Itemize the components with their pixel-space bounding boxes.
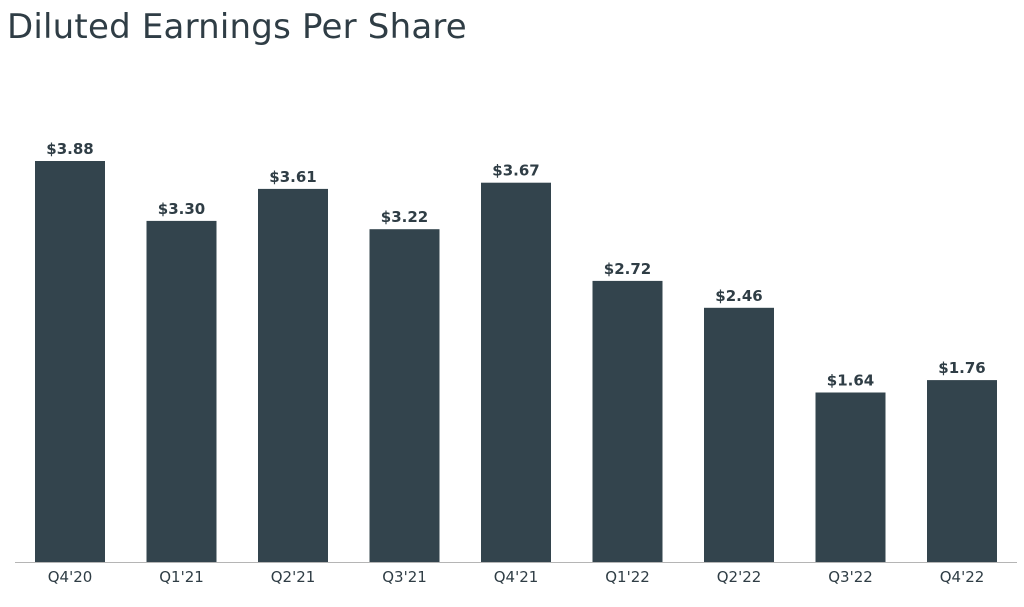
bar-value-label: $1.76 bbox=[938, 359, 985, 377]
bar-value-label: $3.67 bbox=[492, 162, 539, 180]
bar-1 bbox=[146, 220, 217, 562]
bar-3 bbox=[369, 229, 440, 562]
bar-value-label: $3.30 bbox=[158, 200, 205, 218]
x-tick-label: Q4'20 bbox=[48, 568, 93, 586]
bar-value-label: $3.22 bbox=[381, 208, 428, 226]
bar-value-label: $1.64 bbox=[827, 372, 874, 390]
bar-value-label: $2.46 bbox=[715, 287, 762, 305]
chart-title: Diluted Earnings Per Share bbox=[7, 7, 467, 47]
x-tick-label: Q2'22 bbox=[717, 568, 762, 586]
bar-5 bbox=[592, 280, 663, 562]
bar-4 bbox=[481, 182, 551, 562]
bar-2 bbox=[258, 188, 328, 562]
bar-0 bbox=[35, 161, 105, 562]
bar-6 bbox=[704, 307, 774, 562]
x-tick-label: Q2'21 bbox=[271, 568, 316, 586]
bar-value-label: $3.61 bbox=[269, 168, 316, 186]
x-tick-label: Q4'21 bbox=[494, 568, 539, 586]
bar-value-label: $2.72 bbox=[604, 260, 651, 278]
x-tick-label: Q3'22 bbox=[828, 568, 873, 586]
bar-7 bbox=[815, 392, 886, 562]
bar-8 bbox=[927, 380, 997, 562]
x-tick-label: Q4'22 bbox=[940, 568, 985, 586]
x-tick-label: Q3'21 bbox=[382, 568, 427, 586]
x-tick-label: Q1'22 bbox=[605, 568, 650, 586]
x-tick-label: Q1'21 bbox=[159, 568, 204, 586]
bar-value-label: $3.88 bbox=[46, 140, 93, 158]
